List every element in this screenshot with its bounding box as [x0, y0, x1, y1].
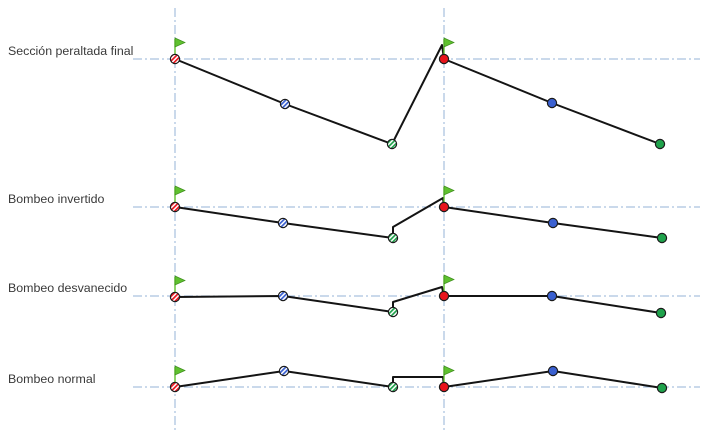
station-flag-icon[interactable] [443, 185, 455, 204]
row-bombeo-normal: Bombeo normal [8, 365, 668, 394]
red-solid-point-marker[interactable] [438, 53, 450, 65]
row-bombeo-invertido: Bombeo invertido [8, 185, 668, 244]
row-label: Bombeo normal [8, 372, 95, 386]
blue-hatched-point-marker[interactable] [277, 217, 289, 229]
green-solid-point-marker[interactable] [656, 232, 668, 244]
row-label: Sección peraltada final [8, 44, 133, 58]
station-flag-icon[interactable] [174, 37, 186, 56]
blue-solid-point-marker[interactable] [546, 290, 558, 302]
green-solid-point-marker[interactable] [656, 382, 668, 394]
green-solid-point-marker[interactable] [654, 138, 666, 150]
profile-line [174, 370, 663, 389]
blue-hatched-point-marker[interactable] [279, 98, 291, 110]
green-hatched-point-marker[interactable] [387, 306, 399, 318]
red-solid-point-marker[interactable] [438, 290, 450, 302]
station-flag-icon[interactable] [174, 275, 186, 294]
red-hatched-point-marker[interactable] [169, 291, 181, 303]
station-flag-icon[interactable] [443, 365, 455, 384]
green-hatched-point-marker[interactable] [387, 381, 399, 393]
blue-solid-point-marker[interactable] [546, 97, 558, 109]
red-solid-point-marker[interactable] [438, 381, 450, 393]
station-flag-icon[interactable] [174, 185, 186, 204]
station-flag-icon[interactable] [443, 37, 455, 56]
green-hatched-point-marker[interactable] [386, 138, 398, 150]
profile-line [174, 44, 661, 145]
blue-solid-point-marker[interactable] [547, 217, 559, 229]
profile-line [174, 286, 662, 314]
station-flag-icon[interactable] [174, 365, 186, 384]
blue-solid-point-marker[interactable] [547, 365, 559, 377]
blue-hatched-point-marker[interactable] [277, 290, 289, 302]
green-solid-point-marker[interactable] [655, 307, 667, 319]
red-hatched-point-marker[interactable] [169, 53, 181, 65]
red-hatched-point-marker[interactable] [169, 381, 181, 393]
row-label: Bombeo desvanecido [8, 281, 127, 295]
row-bombeo-desvanecido: Bombeo desvanecido [8, 274, 667, 319]
red-hatched-point-marker[interactable] [169, 201, 181, 213]
green-hatched-point-marker[interactable] [387, 232, 399, 244]
blue-hatched-point-marker[interactable] [278, 365, 290, 377]
profile-line [174, 197, 663, 239]
row-label: Bombeo invertido [8, 192, 105, 206]
row-seccion-peraltada-final: Sección peraltada final [8, 37, 666, 150]
red-solid-point-marker[interactable] [438, 201, 450, 213]
guide-lines [133, 8, 700, 430]
station-flag-icon[interactable] [443, 274, 455, 293]
